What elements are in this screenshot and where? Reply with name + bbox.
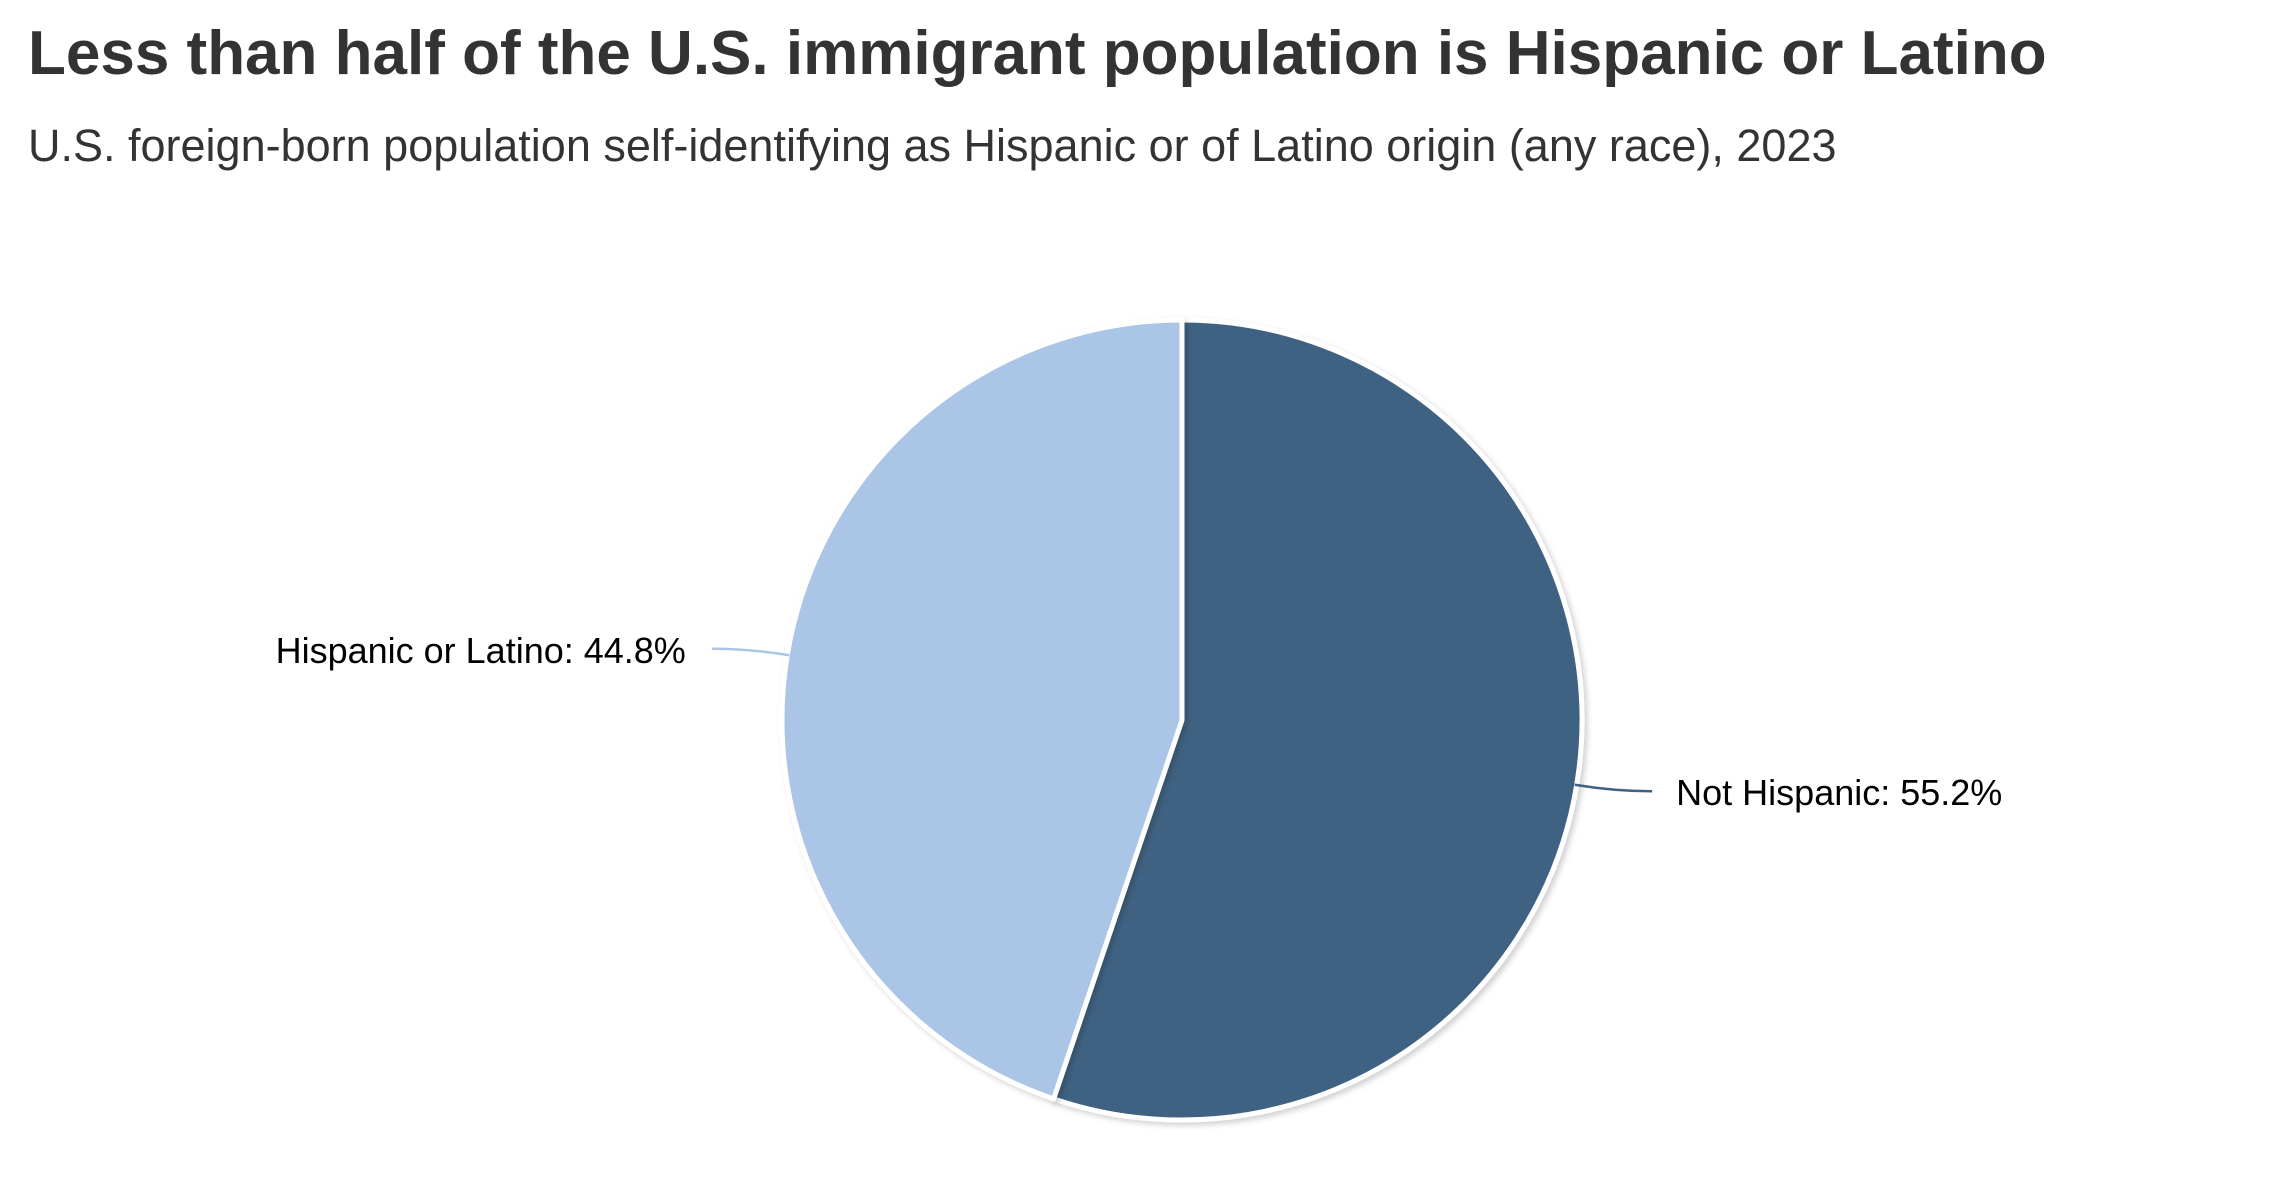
pie-slices xyxy=(779,317,1585,1123)
chart-subtitle: U.S. foreign-born population self-identi… xyxy=(28,120,1837,171)
chart-title: Less than half of the U.S. immigrant pop… xyxy=(28,19,2047,88)
leader-line-hispanic-or-latino xyxy=(711,647,790,657)
leader-line-not-hispanic xyxy=(1574,783,1653,793)
data-label-hispanic-or-latino: Hispanic or Latino: 44.8% xyxy=(276,630,686,671)
pie-labels: Not Hispanic: 55.2% Hispanic or Latino: 4… xyxy=(276,630,2003,813)
data-label-not-hispanic: Not Hispanic: 55.2% xyxy=(1676,772,2002,813)
